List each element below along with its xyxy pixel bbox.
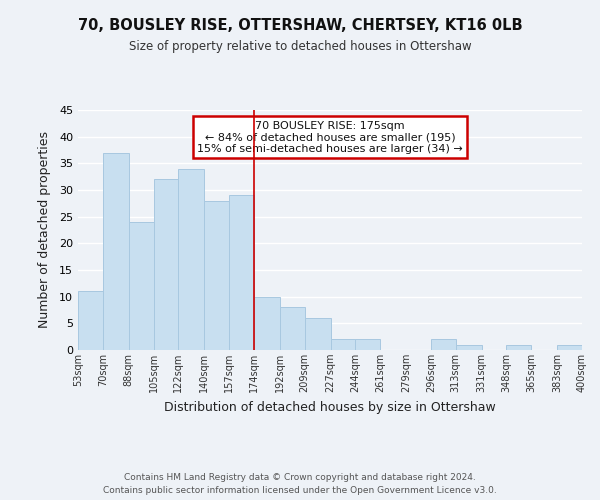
Bar <box>455 344 482 350</box>
Bar <box>205 200 229 350</box>
Text: Contains public sector information licensed under the Open Government Licence v3: Contains public sector information licen… <box>103 486 497 495</box>
Text: Size of property relative to detached houses in Ottershaw: Size of property relative to detached ho… <box>128 40 472 53</box>
Bar <box>154 180 178 350</box>
Text: 70 BOUSLEY RISE: 175sqm
← 84% of detached houses are smaller (195)
15% of semi-d: 70 BOUSLEY RISE: 175sqm ← 84% of detache… <box>197 121 463 154</box>
Bar <box>254 296 280 350</box>
Bar <box>305 318 331 350</box>
X-axis label: Distribution of detached houses by size in Ottershaw: Distribution of detached houses by size … <box>164 400 496 413</box>
Bar <box>78 292 103 350</box>
Y-axis label: Number of detached properties: Number of detached properties <box>38 132 50 328</box>
Bar <box>280 308 305 350</box>
Bar <box>103 152 129 350</box>
Bar <box>557 344 582 350</box>
Bar <box>178 168 205 350</box>
Text: Contains HM Land Registry data © Crown copyright and database right 2024.: Contains HM Land Registry data © Crown c… <box>124 472 476 482</box>
Bar <box>355 340 380 350</box>
Bar <box>129 222 154 350</box>
Text: 70, BOUSLEY RISE, OTTERSHAW, CHERTSEY, KT16 0LB: 70, BOUSLEY RISE, OTTERSHAW, CHERTSEY, K… <box>77 18 523 32</box>
Bar <box>506 344 531 350</box>
Bar <box>229 196 254 350</box>
Bar <box>431 340 455 350</box>
Bar <box>331 340 355 350</box>
